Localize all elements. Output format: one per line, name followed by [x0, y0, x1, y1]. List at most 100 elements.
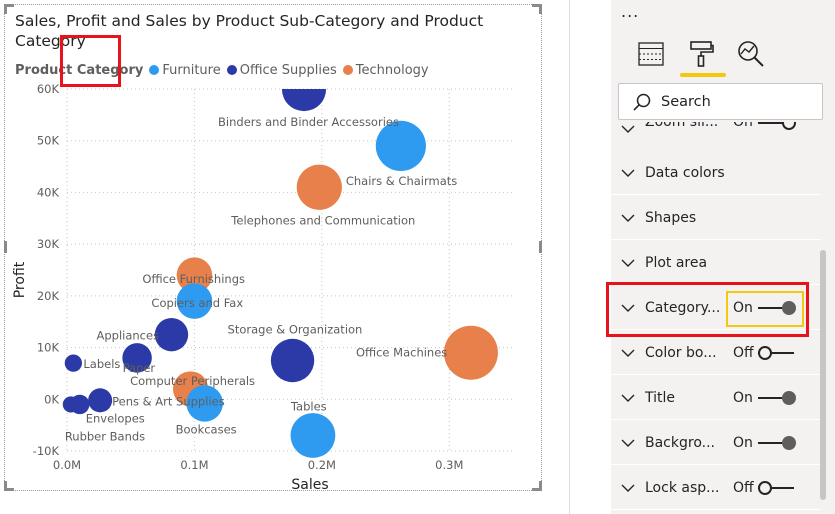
pane-scrollbar[interactable]	[820, 250, 826, 500]
format-pane: ...	[611, 0, 835, 514]
resize-handle-tr-v[interactable]	[539, 4, 542, 14]
toggle-state-text: Off	[733, 344, 754, 361]
legend-dot-furniture	[149, 65, 160, 75]
x-tick-label: 0.0M	[53, 458, 81, 472]
bubble-label: Paper	[123, 361, 156, 375]
toggle-switch[interactable]	[758, 300, 796, 315]
chevron-down-icon	[621, 349, 635, 357]
resize-handle-br-v[interactable]	[539, 481, 542, 491]
bubble-telephones-and-communication[interactable]	[296, 164, 342, 210]
format-card-4[interactable]: Color bo... Off	[611, 331, 821, 375]
card-zoom-slider-partial[interactable]: Zoom sli... On	[611, 122, 821, 136]
format-card-6[interactable]: Backgro... On	[611, 421, 821, 465]
y-tick-label: 60K	[37, 82, 60, 96]
toggle-state-text: Off	[733, 479, 754, 496]
bubble-office-machines[interactable]	[443, 325, 498, 380]
chevron-down-icon	[621, 122, 635, 136]
legend-item-furniture[interactable]: Furniture	[149, 63, 221, 78]
format-card-2[interactable]: Plot area	[611, 241, 821, 285]
format-card-7[interactable]: Lock asp... Off	[611, 466, 821, 510]
fields-tab[interactable]	[633, 36, 669, 72]
bubble-label: Rubber Bands	[65, 429, 145, 443]
chevron-down-icon	[621, 304, 635, 312]
card-label: Lock asp...	[645, 479, 720, 496]
x-tick-label: 0.1M	[180, 458, 208, 472]
resize-handle-left[interactable]	[4, 241, 7, 253]
bubble-binders-and-binder-accessories[interactable]	[281, 67, 327, 112]
format-card-1[interactable]: Shapes	[611, 196, 821, 240]
y-tick-label: 10K	[37, 341, 60, 355]
bubble-label: Telephones and Communication	[230, 213, 415, 227]
resize-handle-br[interactable]	[532, 488, 542, 491]
chevron-down-icon	[621, 394, 635, 402]
legend-dot-technology	[342, 65, 353, 75]
toggle-state-text: On	[733, 122, 753, 130]
format-card-3[interactable]: Category... On	[611, 286, 821, 330]
resize-handle-tl[interactable]	[4, 4, 14, 7]
legend-item-technology[interactable]: Technology	[342, 63, 429, 78]
card-label: Title	[645, 389, 676, 406]
y-tick-label: 40K	[37, 185, 60, 199]
y-tick-label: 0K	[44, 392, 59, 406]
analytics-tab[interactable]	[733, 36, 769, 72]
analytics-magnifier-icon	[738, 41, 764, 67]
format-card-5[interactable]: Title On	[611, 376, 821, 420]
chevron-down-icon	[621, 169, 635, 177]
bubble-layer	[62, 67, 498, 458]
card-label: Shapes	[645, 209, 697, 226]
toggle-switch[interactable]	[758, 435, 796, 450]
search-input[interactable]	[661, 93, 801, 110]
pane-divider	[569, 0, 570, 514]
card-label: Backgro...	[645, 434, 715, 451]
bubble-chairs-chairmats[interactable]	[375, 120, 426, 171]
bubble-tables[interactable]	[290, 413, 336, 458]
bubble-label: Labels	[83, 357, 120, 371]
bubble-copiers-and-fax[interactable]	[176, 283, 213, 319]
bubble-label: Office Furnishings	[142, 272, 245, 286]
chevron-down-icon	[621, 484, 635, 492]
chevron-down-icon	[621, 259, 635, 267]
bubble-computer-peripherals[interactable]	[122, 343, 152, 373]
paint-roller-icon	[690, 41, 714, 67]
bubble-label: Chairs & Chairmats	[346, 174, 457, 188]
bubble-label: Computer Peripherals	[130, 374, 255, 388]
bubble-label: Appliances	[96, 329, 159, 343]
bubble-pens-art-supplies[interactable]	[88, 388, 113, 413]
y-tick-label: 50K	[37, 134, 60, 148]
more-options-icon[interactable]: ...	[621, 2, 640, 21]
toggle-switch[interactable]	[758, 480, 796, 495]
search-icon	[633, 93, 651, 111]
resize-handle-right[interactable]	[539, 241, 542, 253]
bubble-bookcases[interactable]	[186, 385, 223, 422]
format-card-0[interactable]: Data colors	[611, 151, 821, 195]
bubble-storage-organization[interactable]	[270, 338, 315, 383]
active-tab-indicator	[680, 73, 726, 77]
legend-dot-office-supplies	[226, 65, 237, 75]
resize-handle-bl-v[interactable]	[4, 481, 7, 491]
bubble-label: Office Machines	[356, 346, 447, 360]
search-box[interactable]	[618, 83, 823, 120]
highlight-format-tab	[60, 35, 121, 87]
legend-item-office-supplies[interactable]: Office Supplies	[226, 63, 337, 78]
bubble-label: Storage & Organization	[228, 323, 363, 337]
toggle-switch[interactable]	[758, 390, 796, 405]
resize-handle-tr[interactable]	[532, 4, 542, 7]
bubble-labels[interactable]	[64, 354, 83, 372]
y-tick-label: 30K	[37, 237, 60, 251]
toggle-switch[interactable]	[758, 122, 796, 130]
resize-handle-tl-v[interactable]	[4, 4, 7, 14]
toggle-switch[interactable]	[758, 345, 796, 360]
scatter-visual[interactable]: Sales, Profit and Sales by Product Sub-C…	[4, 4, 543, 492]
card-label: Category...	[645, 299, 721, 316]
resize-handle-bl[interactable]	[4, 488, 14, 491]
bubble-rubber-bands[interactable]	[62, 396, 79, 413]
scatter-plot[interactable]: -10K 0K 10K 20K 30K 40K 50K 60K 0.0M 0.1M 0.2M 0.3M…	[5, 5, 543, 492]
bubble-label: Pens & Art Supplies	[112, 394, 225, 408]
highlight-category-row	[606, 282, 809, 337]
format-tab[interactable]	[683, 36, 719, 72]
bubble-appliances[interactable]	[154, 317, 189, 352]
card-label: Zoom sli...	[645, 122, 719, 130]
legend-title: Product Category	[15, 62, 144, 78]
bubble-office-furnishings[interactable]	[176, 257, 213, 293]
toggle-state-text: On	[733, 434, 753, 451]
